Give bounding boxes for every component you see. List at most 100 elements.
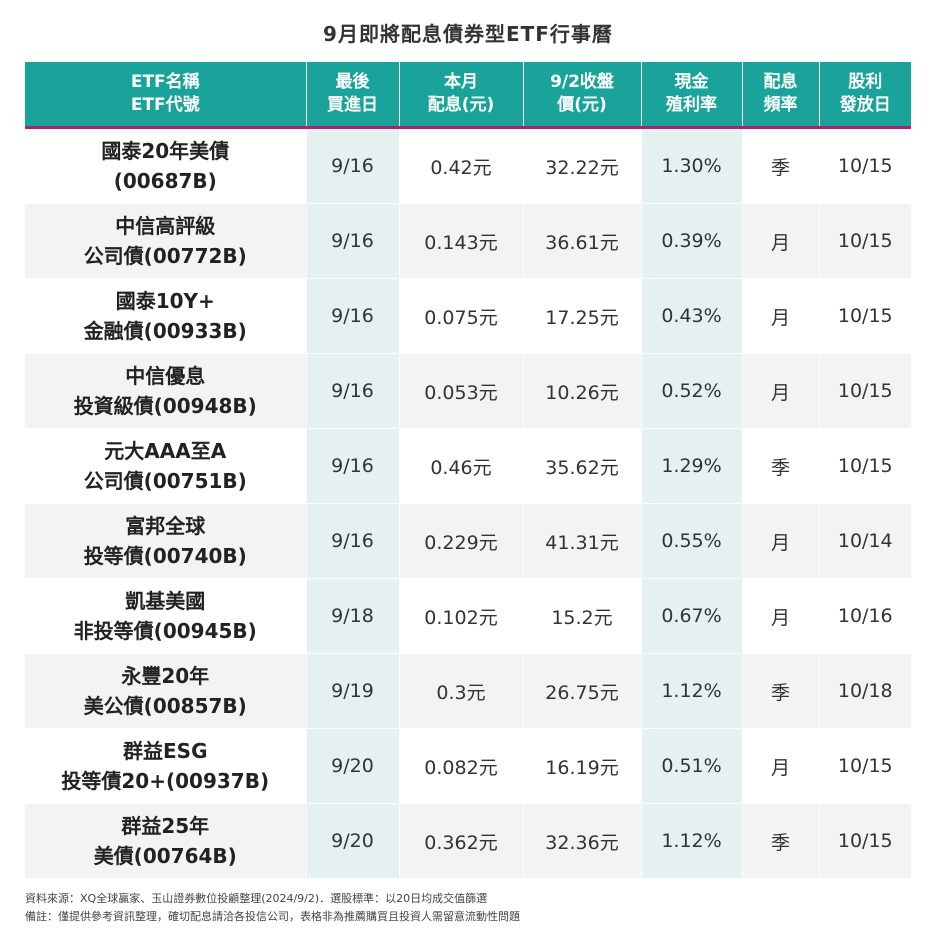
header-pay-date: 股利 發放日: [819, 62, 911, 129]
etf-name-cell: 元大AAA至A 公司債(00751B): [25, 428, 307, 504]
frequency-cell: 月: [742, 578, 820, 654]
etf-name: 中信高評級: [115, 214, 216, 238]
table-row: 國泰20年美債 (00687B) 9/16 0.42元 32.22元 1.30% 季 10/1…: [25, 127, 911, 204]
header-etf-name: ETF名稱 ETF代號: [25, 62, 307, 129]
pay-date-cell: 10/15: [819, 203, 911, 279]
table-body: 國泰20年美債 (00687B) 9/16 0.42元 32.22元 1.30% 季 10/1…: [25, 127, 911, 879]
etf-name-cell: 群益25年 美債(00764B): [25, 803, 307, 879]
dividend-cell: 0.362元: [399, 803, 524, 879]
table-row: 富邦全球 投等債(00740B) 9/16 0.229元 41.31元 0.55% 月 10/…: [25, 503, 911, 579]
etf-name-cell: 凱基美國非投等債(00945B): [25, 578, 307, 654]
header-line2: 發放日: [839, 95, 891, 115]
disclaimer-note: 備註：僅提供參考資訊整理，確切配息請洽各投信公司，表格非為推薦購買且投資人需留意…: [25, 910, 520, 923]
frequency-cell: 月: [742, 203, 820, 279]
close-price-cell: 16.19元: [523, 728, 642, 804]
last-buy-date-cell: 9/16: [306, 428, 400, 504]
dividend-cell: 0.053元: [399, 353, 524, 429]
etf-name: 國泰10Y+: [115, 289, 215, 313]
etf-name: 永豐20年: [121, 664, 210, 688]
etf-name: 富邦全球: [125, 514, 206, 538]
etf-name: 群益25年: [121, 814, 210, 838]
page-title: 9月即將配息債券型ETF行事曆: [323, 22, 613, 46]
last-buy-date-cell: 9/18: [306, 578, 400, 654]
dividend-cell: 0.46元: [399, 428, 524, 504]
header-line1: 配息: [763, 72, 798, 92]
source-note: 資料來源：XQ全球贏家、玉山證券數位投顧整理(2024/9/2)．選股標準：以2…: [25, 892, 488, 905]
yield-cell: 0.52%: [641, 353, 743, 429]
header-row: ETF名稱 ETF代號 最後買進日 本月 配息(元) 9/2收盤 價(元) 現金殖利率 配息頻率…: [25, 62, 911, 129]
yield-cell: 0.51%: [641, 728, 743, 804]
pay-date-cell: 10/14: [819, 503, 911, 579]
etf-calendar-table: ETF名稱 ETF代號 最後買進日 本月 配息(元) 9/2收盤 價(元) 現金殖利率 配息頻率…: [25, 62, 911, 879]
yield-cell: 1.12%: [641, 653, 743, 729]
dividend-cell: 0.143元: [399, 203, 524, 279]
etf-code: 金融債(00933B): [83, 319, 247, 343]
etf-name: 中信優息: [125, 364, 206, 388]
dividend-cell: 0.3元: [399, 653, 524, 729]
pay-date-cell: 10/15: [819, 278, 911, 354]
header-line2: 頻率: [763, 95, 798, 115]
yield-cell: 1.30%: [641, 127, 743, 204]
last-buy-date-cell: 9/16: [306, 127, 400, 204]
close-price-cell: 32.36元: [523, 803, 642, 879]
dividend-cell: 0.42元: [399, 127, 524, 204]
etf-code: (00687B): [113, 169, 217, 193]
frequency-cell: 季: [742, 803, 820, 879]
dividend-cell: 0.102元: [399, 578, 524, 654]
header-line2: 殖利率: [666, 95, 717, 115]
header-close-price: 9/2收盤 價(元): [523, 62, 642, 129]
etf-name: 凱基美國: [125, 589, 206, 613]
header-line2: ETF代號: [130, 95, 200, 115]
close-price-cell: 15.2元: [523, 578, 642, 654]
table-row: 群益ESG 投等債20+(00937B) 9/20 0.082元 16.19元 0.51%…: [25, 728, 911, 804]
etf-name-cell: 群益ESG 投等債20+(00937B): [25, 728, 307, 804]
header-dividend: 本月 配息(元): [399, 62, 524, 129]
table-row: 中信高評級 公司債(00772B) 9/16 0.143元 36.61元 0.39% 月 10…: [25, 203, 911, 279]
etf-code: 投等債20+(00937B): [61, 769, 270, 793]
header-line1: 現金: [674, 72, 709, 92]
pay-date-cell: 10/15: [819, 428, 911, 504]
frequency-cell: 月: [742, 503, 820, 579]
frequency-cell: 季: [742, 127, 820, 204]
etf-code: 公司債(00772B): [83, 244, 247, 268]
yield-cell: 1.29%: [641, 428, 743, 504]
header-line2: 買進日: [327, 95, 378, 115]
table-row: 凱基美國 非投等債(00945B) 9/18 0.102元 15.2元 0.67% 月 10/…: [25, 578, 911, 654]
etf-name-cell: 中信高評級公司債(00772B): [25, 203, 307, 279]
last-buy-date-cell: 9/16: [306, 278, 400, 354]
header-line1: 9/2收盤: [550, 72, 614, 92]
table-row: 中信優息 投資級債(00948B) 9/16 0.053元 10.26元 0.52% 月 10…: [25, 353, 911, 429]
frequency-cell: 月: [742, 353, 820, 429]
yield-cell: 1.12%: [641, 803, 743, 879]
dividend-cell: 0.075元: [399, 278, 524, 354]
header-line2: 配息(元): [427, 95, 495, 115]
header-line1: 最後: [335, 72, 370, 92]
yield-cell: 0.43%: [641, 278, 743, 354]
table-row: 元大AAA至A 公司債(00751B) 9/16 0.46元 35.62元 1.29% 季 1…: [25, 428, 911, 504]
last-buy-date-cell: 9/16: [306, 503, 400, 579]
etf-name: 元大AAA至A: [104, 439, 227, 463]
footer: 資料來源：XQ全球贏家、玉山證券數位投顧整理(2024/9/2)．選股標準：以2…: [25, 890, 915, 926]
frequency-cell: 季: [742, 653, 820, 729]
table-row: 國泰10Y+ 金融債(00933B) 9/16 0.075元 17.25元 0.43% 月 1…: [25, 278, 911, 354]
etf-name: 群益ESG: [123, 739, 208, 763]
etf-code: 非投等債(00945B): [73, 619, 257, 643]
dividend-cell: 0.082元: [399, 728, 524, 804]
header-frequency: 配息 頻率: [742, 62, 820, 129]
frequency-cell: 月: [742, 278, 820, 354]
etf-code: 投資級債(00948B): [73, 394, 257, 418]
etf-code: 公司債(00751B): [83, 469, 247, 493]
yield-cell: 0.39%: [641, 203, 743, 279]
close-price-cell: 26.75元: [523, 653, 642, 729]
yield-cell: 0.67%: [641, 578, 743, 654]
pay-date-cell: 10/15: [819, 127, 911, 204]
header-line1: ETF名稱: [130, 72, 200, 92]
last-buy-date-cell: 9/16: [306, 203, 400, 279]
frequency-cell: 月: [742, 728, 820, 804]
frequency-cell: 季: [742, 428, 820, 504]
last-buy-date-cell: 9/20: [306, 728, 400, 804]
etf-name-cell: 富邦全球 投等債(00740B): [25, 503, 307, 579]
last-buy-date-cell: 9/16: [306, 353, 400, 429]
yield-cell: 0.55%: [641, 503, 743, 579]
close-price-cell: 32.22元: [523, 127, 642, 204]
